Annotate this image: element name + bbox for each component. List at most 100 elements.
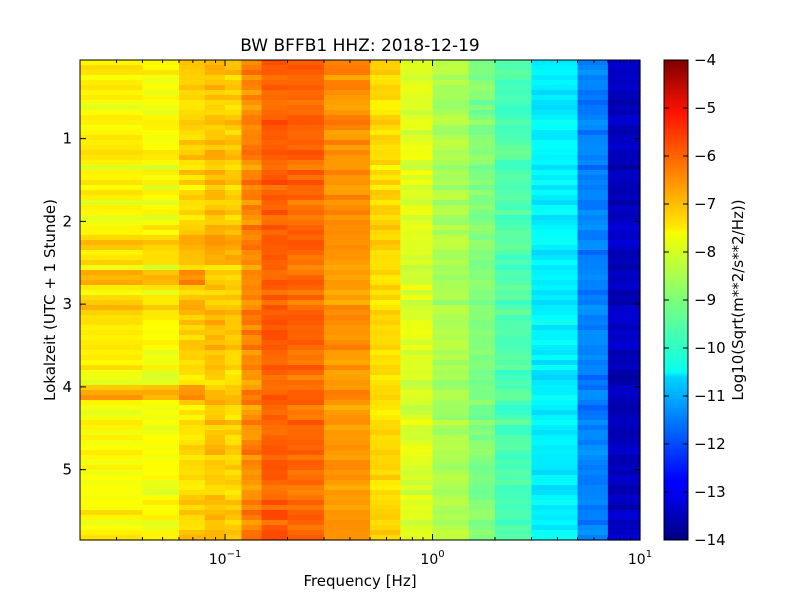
heatmap-cell: [531, 340, 579, 346]
heatmap-cell: [241, 270, 263, 276]
heatmap-cell: [179, 315, 206, 321]
heatmap-cell: [324, 510, 371, 516]
heatmap-cell: [80, 520, 144, 526]
heatmap-cell: [80, 360, 144, 366]
heatmap-cell: [225, 320, 243, 326]
heatmap-cell: [261, 355, 289, 361]
heatmap-cell: [577, 340, 609, 346]
heatmap-cell: [142, 415, 180, 421]
heatmap-cell: [80, 300, 144, 306]
heatmap-cell: [370, 115, 401, 121]
heatmap-cell: [241, 365, 263, 371]
heatmap-cell: [577, 190, 609, 196]
heatmap-cell: [225, 285, 243, 291]
heatmap-cell: [607, 335, 641, 341]
heatmap-cell: [400, 405, 434, 411]
heatmap-cell: [204, 330, 226, 336]
heatmap-cell: [370, 120, 401, 126]
heatmap-cell: [204, 525, 226, 531]
heatmap-cell: [204, 320, 226, 326]
heatmap-cell: [494, 535, 533, 541]
heatmap-cell: [261, 370, 289, 376]
heatmap-cell: [577, 265, 609, 271]
heatmap-cell: [494, 215, 533, 221]
heatmap-cell: [287, 70, 325, 76]
heatmap-cell: [400, 180, 434, 186]
heatmap-cell: [179, 455, 206, 461]
heatmap-cell: [80, 155, 144, 161]
heatmap-cell: [324, 270, 371, 276]
heatmap-cell: [241, 400, 263, 406]
heatmap-cell: [287, 480, 325, 486]
heatmap-cell: [225, 70, 243, 76]
heatmap-cell: [225, 60, 243, 66]
heatmap-cell: [179, 365, 206, 371]
heatmap-cell: [287, 190, 325, 196]
heatmap-cell: [607, 200, 641, 206]
heatmap-cell: [287, 435, 325, 441]
heatmap-cell: [80, 455, 144, 461]
heatmap-cell: [494, 100, 533, 106]
heatmap-cell: [432, 260, 470, 266]
heatmap-cell: [469, 280, 496, 286]
heatmap-cell: [204, 125, 226, 131]
heatmap-cell: [370, 245, 401, 251]
heatmap-cell: [261, 470, 289, 476]
heatmap-cell: [225, 445, 243, 451]
chart-title: BW BFFB1 HHZ: 2018-12-19: [240, 36, 480, 56]
heatmap-cell: [179, 235, 206, 241]
heatmap-cell: [469, 450, 496, 456]
heatmap-cell: [225, 110, 243, 116]
heatmap-cell: [261, 330, 289, 336]
heatmap-cell: [494, 305, 533, 311]
heatmap-cell: [607, 480, 641, 486]
heatmap-cell: [287, 445, 325, 451]
heatmap-cell: [142, 135, 180, 141]
heatmap-cell: [531, 125, 579, 131]
heatmap-cell: [432, 215, 470, 221]
heatmap-cell: [469, 505, 496, 511]
heatmap-cell: [287, 150, 325, 156]
heatmap-cell: [261, 475, 289, 481]
heatmap-cell: [142, 525, 180, 531]
heatmap-cell: [531, 410, 579, 416]
heatmap-cell: [531, 285, 579, 291]
heatmap-cell: [287, 115, 325, 121]
heatmap-cell: [241, 210, 263, 216]
heatmap-cell: [287, 205, 325, 211]
heatmap-cell: [577, 420, 609, 426]
heatmap-cell: [400, 330, 434, 336]
heatmap-cell: [494, 140, 533, 146]
heatmap-cell: [142, 260, 180, 266]
heatmap-cell: [80, 90, 144, 96]
heatmap-cell: [370, 265, 401, 271]
heatmap-cell: [241, 175, 263, 181]
heatmap-cell: [225, 280, 243, 286]
heatmap-cell: [432, 190, 470, 196]
heatmap-cell: [241, 65, 263, 71]
heatmap-cell: [494, 285, 533, 291]
heatmap-cell: [241, 85, 263, 91]
heatmap-cell: [494, 460, 533, 466]
heatmap-cell: [142, 110, 180, 116]
heatmap-cell: [469, 410, 496, 416]
heatmap-cell: [370, 410, 401, 416]
heatmap-cell: [370, 210, 401, 216]
heatmap-cell: [324, 165, 371, 171]
heatmap-cell: [400, 290, 434, 296]
heatmap-cell: [577, 445, 609, 451]
heatmap-cell: [494, 170, 533, 176]
heatmap-cell: [324, 500, 371, 506]
heatmap-cell: [142, 395, 180, 401]
heatmap-cell: [225, 455, 243, 461]
heatmap-cell: [432, 255, 470, 261]
heatmap-cell: [80, 375, 144, 381]
heatmap-cell: [607, 300, 641, 306]
heatmap-cell: [80, 310, 144, 316]
heatmap-cell: [432, 490, 470, 496]
heatmap-cell: [577, 170, 609, 176]
heatmap-cell: [179, 240, 206, 246]
heatmap-cell: [531, 290, 579, 296]
heatmap-cell: [80, 225, 144, 231]
heatmap-cell: [469, 330, 496, 336]
